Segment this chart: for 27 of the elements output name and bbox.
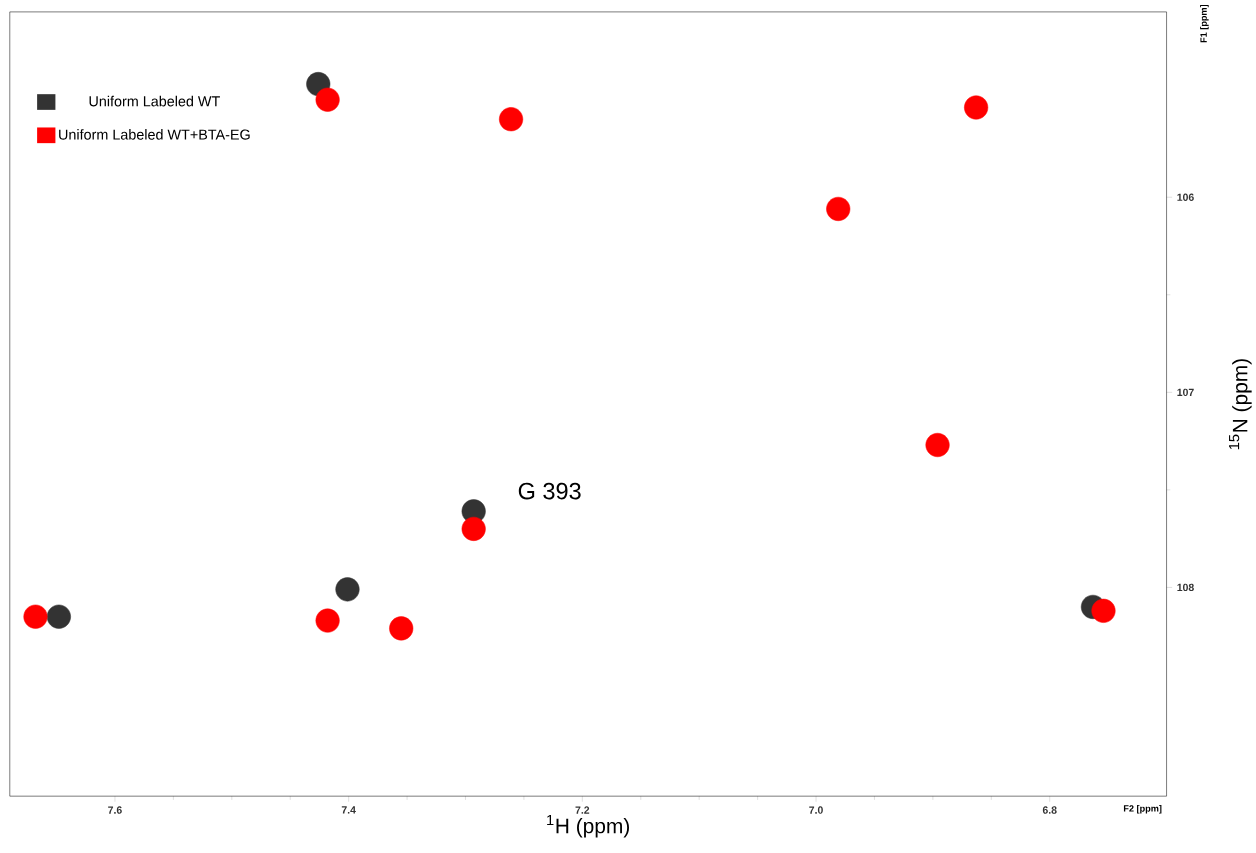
x-tick-label: 7.2 [575,806,590,814]
point [23,604,48,629]
point [315,608,340,633]
legend-label: Uniform Labeled WT [89,95,220,107]
point [315,87,340,112]
point [1091,598,1116,623]
point [389,616,414,641]
point [964,95,989,120]
point [499,107,524,132]
y-tick-label: 106 [1177,193,1194,201]
x-axis-title: $^{1}$H (ppm) [547,814,630,838]
y-tick-label: 107 [1177,388,1194,397]
point [335,577,360,602]
y-axis-title: $^{15}$N (ppm) [1229,359,1252,450]
point [461,516,486,541]
annotation: G 393 [518,482,581,500]
point [46,604,71,629]
x-tick-label: 7.6 [108,806,122,814]
point [826,196,851,221]
text: F2 [ppm] [1123,804,1162,814]
point [925,432,950,458]
x-tick-label: 7.0 [809,806,823,814]
y-tick-label: 108 [1177,583,1194,592]
legend-label: Uniform Labeled WT+BTA-EG [59,129,250,140]
text: F1 [ppm] [1200,4,1209,43]
x-tick-label: 6.8 [1042,806,1057,814]
x-tick-label: 7.4 [341,806,356,814]
